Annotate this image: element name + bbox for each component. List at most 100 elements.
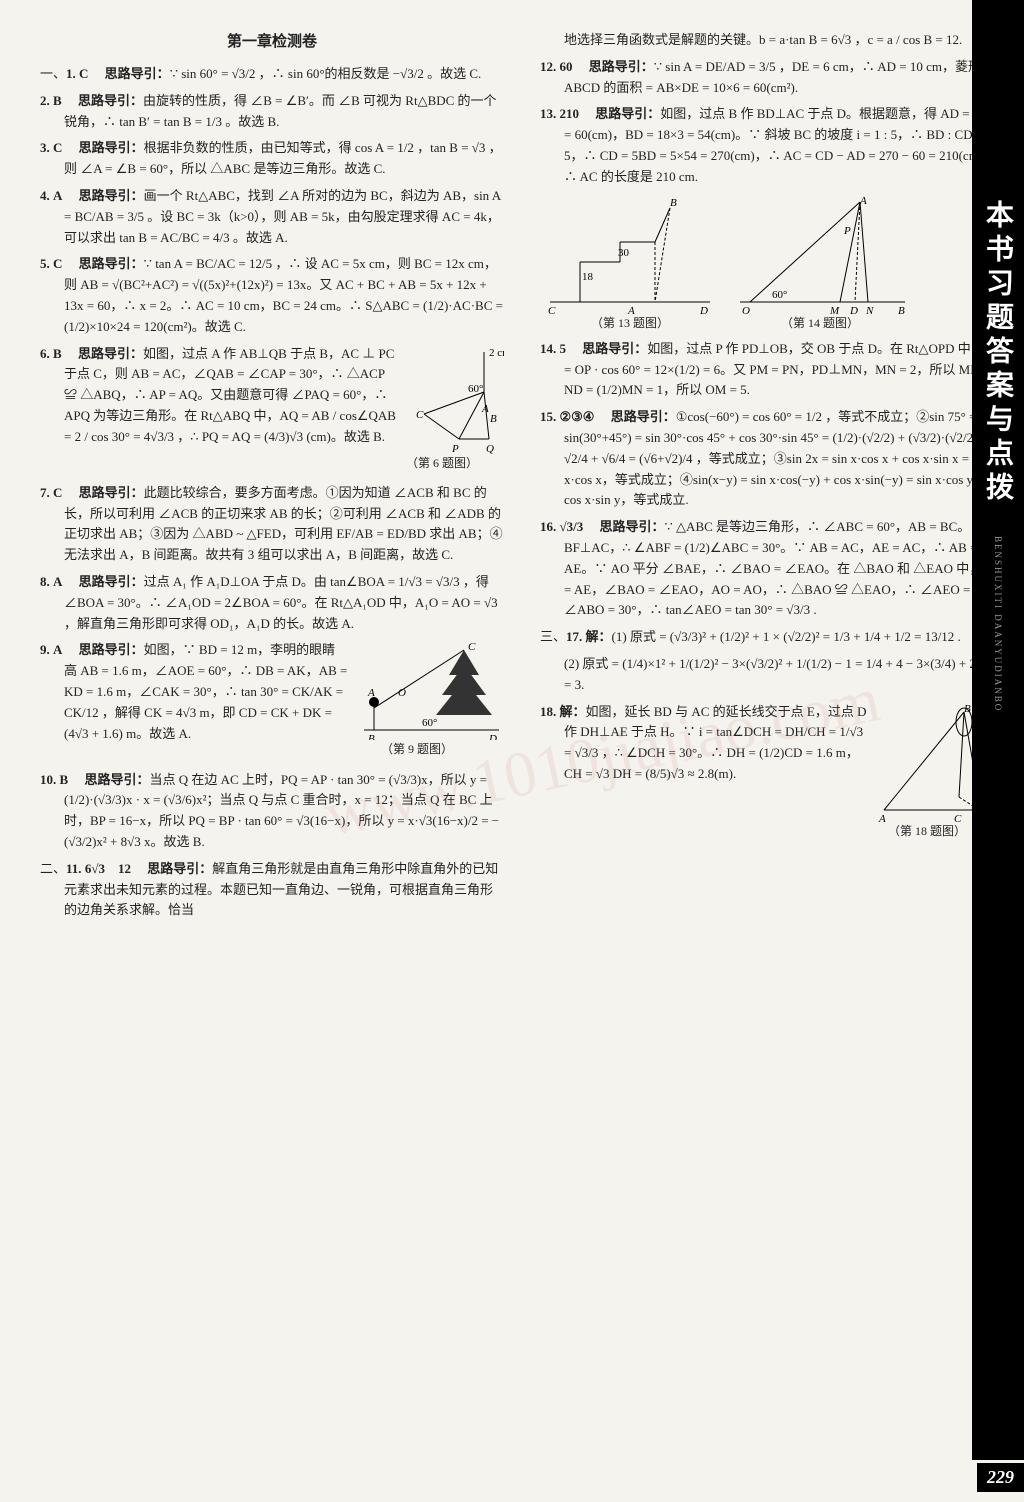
q18: B A C D H E （第 18 题图） 18. 解：如图，延长 BD 与 A…: [540, 702, 1004, 845]
q16-ans: √3/3: [560, 519, 584, 534]
q11-hint: 思路导引：: [147, 861, 212, 876]
q13: 13. 210 思路导引：如图，过点 B 作 BD⊥AC 于点 D。根据题意，得…: [540, 104, 1004, 187]
q17-label: 解：: [586, 629, 612, 644]
svg-text:B: B: [670, 197, 677, 209]
q8-ans: A: [53, 574, 62, 589]
q13-num: 13.: [540, 106, 556, 121]
q6-hint: 思路导引：: [78, 346, 143, 361]
q5-ans: C: [53, 256, 62, 271]
svg-text:18: 18: [582, 271, 594, 283]
svg-text:C: C: [548, 305, 556, 314]
svg-text:O: O: [742, 305, 750, 314]
q11-ans: 6√3 12: [85, 861, 131, 876]
q15-hint: 思路导引：: [611, 409, 676, 424]
fig13-svg: 30 18 C A B D: [540, 194, 720, 314]
left-column: 第一章检测卷 一、1. C 思路导引：∵ sin 60° = √3/2 ，∴ s…: [40, 30, 512, 1482]
q15-ans: ②③④: [560, 409, 595, 424]
svg-text:B: B: [368, 733, 375, 740]
chapter-title: 第一章检测卷: [40, 30, 504, 54]
q10-hint: 思路导引：: [84, 772, 149, 787]
q1-ans: C: [79, 66, 88, 81]
q6-num: 6.: [40, 346, 50, 361]
q12-num: 12.: [540, 59, 556, 74]
q16-num: 16.: [540, 519, 556, 534]
section-two-label: 二、: [40, 861, 66, 876]
q14-ans: 5: [560, 341, 567, 356]
fig14-wrap: 60° A P O M D N B （第 14 题图）: [730, 194, 910, 333]
q5-hint: 思路导引：: [79, 256, 144, 271]
fig9-caption: （第 9 题图）: [354, 740, 504, 759]
fig14-svg: 60° A P O M D N B: [730, 194, 910, 314]
svg-text:P: P: [843, 225, 851, 237]
q16-hint: 思路导引：: [600, 519, 665, 534]
q11-cont: 地选择三角函数式是解题的关键。b = a·tan B = 6√3 ，c = a …: [540, 30, 1004, 51]
section-three-label: 三、: [540, 629, 566, 644]
q12-hint: 思路导引：: [589, 59, 654, 74]
fig13-14-row: 30 18 C A B D （第 13 题图） 60° A: [540, 194, 1004, 333]
q3: 3. C 思路导引：根据非负数的性质，由已知等式，得 cos A = 1/2 ，…: [40, 138, 504, 180]
fig13-caption: （第 13 题图）: [540, 314, 720, 333]
q17-text1: (1) 原式 = (√3/3)² + (1/2)² + 1 × (√2/2)² …: [612, 629, 961, 644]
svg-text:C: C: [416, 409, 424, 421]
q17-num: 17.: [566, 629, 582, 644]
svg-text:C: C: [468, 641, 476, 653]
q3-num: 3.: [40, 140, 50, 155]
q8: 8. A 思路导引：过点 A₁ 作 A₁D⊥OA 于点 D。由 tan∠BOA …: [40, 572, 504, 634]
svg-text:A: A: [878, 813, 886, 822]
svg-text:D: D: [849, 305, 858, 314]
q14: 14. 5 思路导引：如图，过点 P 作 PD⊥OB，交 OB 于点 D。在 R…: [540, 339, 1004, 401]
svg-text:A: A: [481, 403, 489, 415]
q1-text: ∵ sin 60° = √3/2 ，∴ sin 60°的相反数是 −√3/2 。…: [170, 66, 482, 81]
q1-num: 1.: [66, 66, 76, 81]
svg-text:B: B: [964, 703, 971, 715]
q3-ans: C: [53, 140, 62, 155]
fig9-wrap: A O C 60° B D （第 9 题图）: [354, 640, 504, 759]
fig6-wrap: 2 cm 60° C A B P Q （第 6 题图）: [404, 344, 504, 473]
q7-hint: 思路导引：: [79, 485, 144, 500]
q14-hint: 思路导引：: [582, 341, 647, 356]
q6-ans: B: [53, 346, 62, 361]
svg-text:C: C: [954, 813, 962, 822]
q12: 12. 60 思路导引：∵ sin A = DE/AD = 3/5 ，DE = …: [540, 57, 1004, 99]
q10-ans: B: [60, 772, 69, 787]
sidebar-subtitle: BENSHUXITI DAANYUDIANBO: [993, 536, 1003, 712]
q2-num: 2.: [40, 93, 50, 108]
svg-text:Q: Q: [486, 443, 494, 454]
section-one-label: 一、: [40, 66, 66, 81]
fig13-wrap: 30 18 C A B D （第 13 题图）: [540, 194, 720, 333]
svg-text:N: N: [865, 305, 874, 314]
q18-text: 如图，延长 BD 与 AC 的延长线交于点 E，过点 D 作 DH⊥AE 于点 …: [564, 704, 866, 781]
q15: 15. ②③④ 思路导引：①cos(−60°) = cos 60° = 1/2 …: [540, 407, 1004, 511]
q4-hint: 思路导引：: [79, 188, 144, 203]
q17-text2: (2) 原式 = (1/4)×1² + 1/(1/2)² − 3×(√3/2)²…: [540, 654, 1004, 696]
q10-num: 10.: [40, 772, 56, 787]
svg-text:D: D: [699, 305, 708, 314]
q4: 4. A 思路导引：画一个 Rt△ABC，找到 ∠A 所对的边为 BC，斜边为 …: [40, 186, 504, 248]
q5-num: 5.: [40, 256, 50, 271]
q11-num: 11.: [66, 861, 82, 876]
q13-ans: 210: [560, 106, 580, 121]
q2: 2. B 思路导引：由旋转的性质，得 ∠B = ∠B′。而 ∠B 可视为 Rt△…: [40, 91, 504, 133]
svg-text:30: 30: [618, 247, 630, 259]
svg-text:A: A: [859, 195, 867, 207]
q11: 二、11. 6√3 12 思路导引：解直角三角形就是由直角三角形中除直角外的已知…: [40, 859, 504, 921]
q2-ans: B: [53, 93, 62, 108]
sidebar: 本书习题答案与点拨 BENSHUXITI DAANYUDIANBO: [972, 0, 1024, 1460]
q1-hint: 思路导引：: [105, 66, 170, 81]
q14-num: 14.: [540, 341, 556, 356]
q13-hint: 思路导引：: [595, 106, 660, 121]
svg-text:B: B: [898, 305, 905, 314]
q16: 16. √3/3 思路导引：∵ △ABC 是等边三角形，∴ ∠ABC = 60°…: [540, 517, 1004, 621]
svg-text:M: M: [829, 305, 840, 314]
q17: 三、17. 解：(1) 原式 = (√3/3)² + (1/2)² + 1 × …: [540, 627, 1004, 648]
svg-text:60°: 60°: [772, 289, 787, 301]
q4-ans: A: [53, 188, 62, 203]
right-column: 地选择三角函数式是解题的关键。b = a·tan B = 6√3 ，c = a …: [532, 30, 1004, 1482]
q4-num: 4.: [40, 188, 50, 203]
page-container: 第一章检测卷 一、1. C 思路导引：∵ sin 60° = √3/2 ，∴ s…: [0, 0, 1024, 1502]
fig9-svg: A O C 60° B D: [354, 640, 504, 740]
fig6-svg: 2 cm 60° C A B P Q: [404, 344, 504, 454]
fig6-caption: （第 6 题图）: [404, 454, 504, 473]
q12-ans: 60: [560, 59, 573, 74]
sidebar-title: 本书习题答案与点拨: [978, 200, 1018, 506]
